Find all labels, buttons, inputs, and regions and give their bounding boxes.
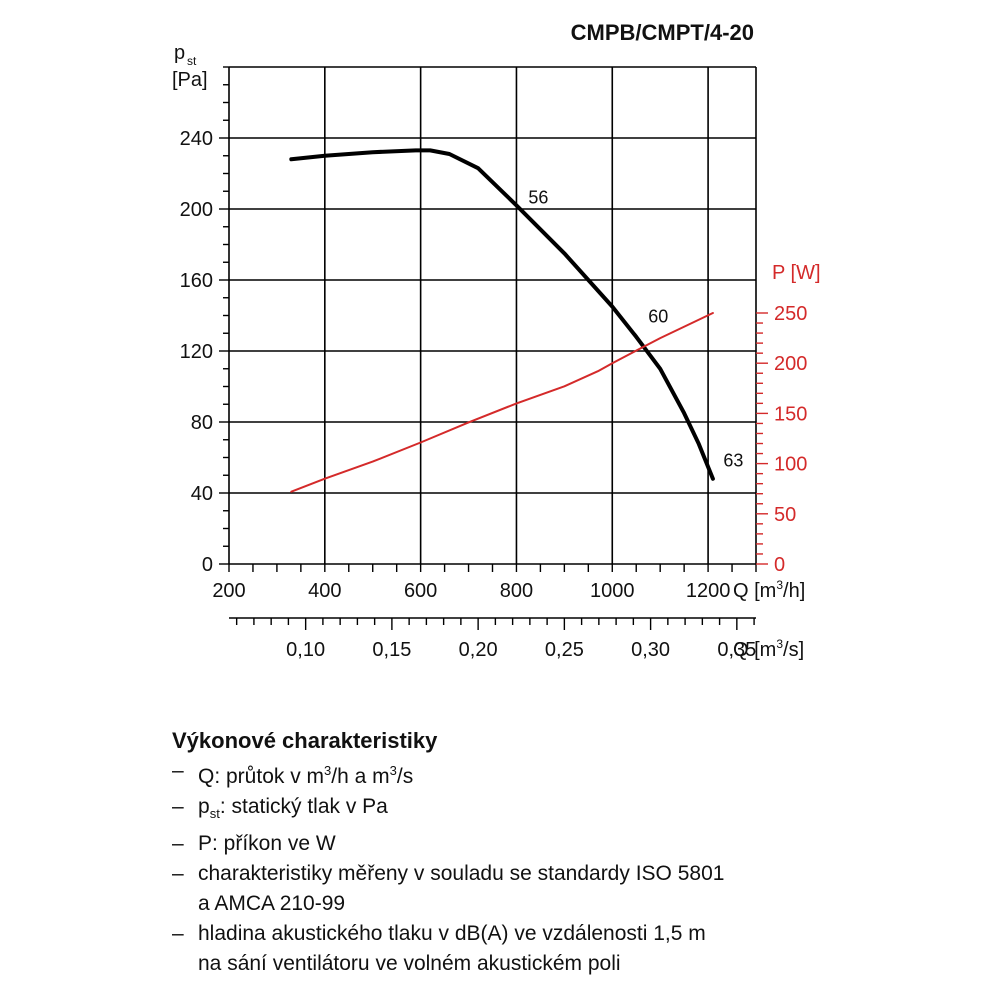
secondary-x-tick-label: 0,35 (717, 639, 756, 661)
secondary-x-tick-label: 0,30 (631, 639, 670, 661)
secondary-x-axis-label: Q [m3/s] (733, 637, 804, 661)
legend-dash: – (172, 759, 184, 782)
x-tick-label: 1000 (590, 580, 635, 602)
legend-text: P: příkon ve W (198, 832, 336, 856)
secondary-x-tick-label: 0,10 (286, 639, 325, 661)
right-tick-label: 100 (774, 454, 807, 476)
legend-dash: – (172, 862, 184, 886)
chart: 0 40 80 120 160 200 240 0 50 100 150 200 250 200 400 60… (172, 20, 821, 661)
legend-items: – Q: průtok v m3/h a m3/s – pst: statický t… (172, 756, 872, 979)
chart-labels: 0 40 80 120 160 200 240 0 50 100 150 200 250 200 400 60… (172, 20, 821, 661)
x-tick-label: 600 (404, 580, 437, 602)
x-tick-label: 200 (212, 580, 245, 602)
right-tick-label: 150 (774, 403, 807, 425)
legend-item: – Q: průtok v m3/h a m3/s (172, 756, 872, 792)
x-axis-label: Q [m3/h] (733, 578, 805, 602)
y-tick-label: 0 (202, 554, 213, 576)
legend-text: charakteristiky měřeny v souladu se stan… (198, 862, 725, 886)
legend-item: – pst: statický tlak v Pa (172, 792, 872, 829)
right-tick-label: 0 (774, 554, 785, 576)
chart-grid (228, 66, 757, 565)
x-tick-label: 800 (500, 580, 533, 602)
legend-item: – P: příkon ve W (172, 829, 872, 859)
power-curve (290, 312, 714, 493)
legend-item: – hladina akustického tlaku v dB(A) ve vz… (172, 919, 872, 949)
legend-item: – charakteristiky měřeny v souladu se sta… (172, 859, 872, 889)
legend-text: a AMCA 210-99 (198, 892, 346, 916)
right-tick-label: 200 (774, 353, 807, 375)
legend-title: Výkonové charakteristiky (172, 728, 438, 753)
y-axis-label-sub: st (187, 54, 197, 68)
x-tick-label: 1200 (686, 580, 731, 602)
legend: Výkonové charakteristiky – Q: průtok v m3… (172, 728, 872, 979)
secondary-x-tick-label: 0,25 (545, 639, 584, 661)
legend-dash (172, 949, 198, 979)
legend-item: na sání ventilátoru ve volném akustickém… (172, 949, 872, 979)
legend-dash (172, 889, 198, 919)
right-tick-label: 50 (774, 504, 796, 526)
legend-text: pst: statický tlak v Pa (198, 795, 388, 822)
legend-text: hladina akustického tlaku v dB(A) ve vzd… (198, 922, 706, 946)
legend-text: na sání ventilátoru ve volném akustickém… (198, 952, 621, 976)
right-axis-label: P [W] (772, 262, 821, 284)
curve-annotation: 60 (648, 307, 668, 327)
y-tick-label: 80 (191, 412, 213, 434)
legend-dash: – (172, 922, 184, 946)
curve-annotation: 63 (723, 450, 743, 470)
chart-curves (289, 148, 715, 493)
legend-text: Q: průtok v m3/h a m3/s (198, 763, 414, 788)
y-axis-label: p (174, 42, 185, 64)
chart-ticks (219, 66, 768, 630)
right-tick-label: 250 (774, 303, 807, 325)
secondary-x-tick-label: 0,15 (372, 639, 411, 661)
legend-dash: – (172, 832, 184, 856)
y-tick-label: 40 (191, 483, 213, 505)
y-tick-label: 240 (180, 128, 213, 150)
curve-annotation: 56 (528, 188, 548, 208)
y-tick-label: 200 (180, 199, 213, 221)
chart-title: CMPB/CMPT/4-20 (571, 20, 754, 45)
legend-dash: – (172, 795, 184, 818)
y-tick-label: 120 (180, 341, 213, 363)
secondary-x-tick-label: 0,20 (459, 639, 498, 661)
x-tick-label: 400 (308, 580, 341, 602)
y-axis-unit: [Pa] (172, 69, 208, 91)
y-tick-label: 160 (180, 270, 213, 292)
legend-item: a AMCA 210-99 (172, 889, 872, 919)
pressure-curve (289, 148, 715, 481)
